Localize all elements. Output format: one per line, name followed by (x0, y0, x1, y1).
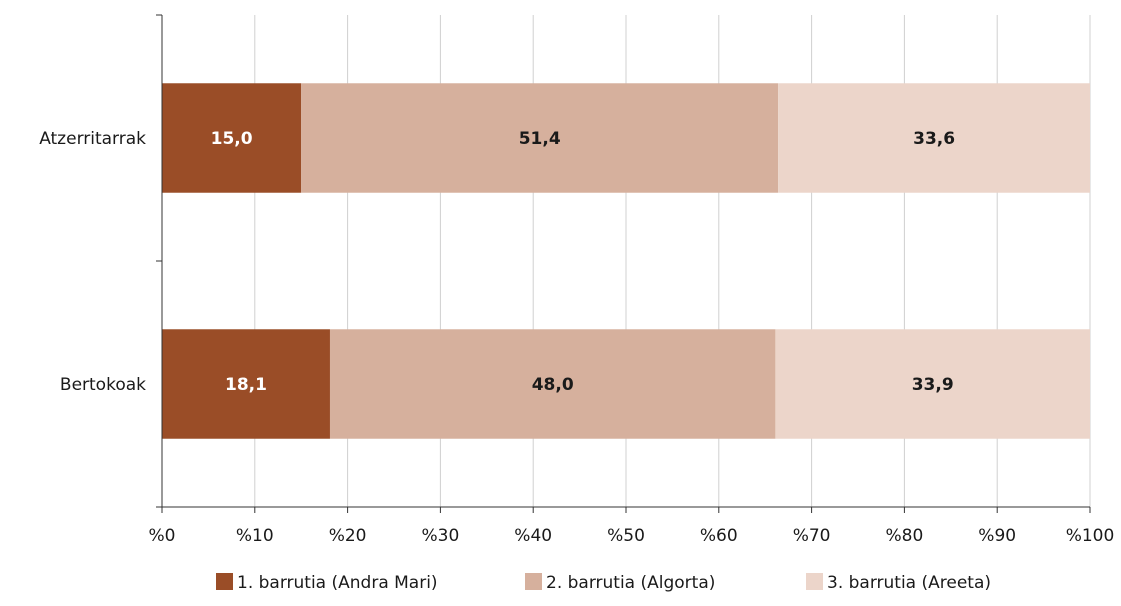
bar-segment (162, 329, 330, 439)
x-tick-label: %30 (422, 526, 460, 546)
legend-swatch (216, 573, 233, 590)
category-labels: Atzerritarrak Bertokoak (39, 129, 146, 395)
x-tick-label: %70 (793, 526, 831, 546)
bar-segment (329, 329, 776, 439)
data-label: 15,0 (211, 129, 253, 149)
category-label: Bertokoak (60, 375, 146, 395)
category-label: Atzerritarrak (39, 129, 146, 149)
bar-segments (162, 83, 1090, 439)
bar-segment (778, 83, 1090, 193)
x-tick-label: %60 (700, 526, 738, 546)
x-tick-label: %40 (514, 526, 552, 546)
legend-label: 2. barrutia (Algorta) (546, 573, 715, 593)
legend-label: 1. barrutia (Andra Mari) (237, 573, 438, 593)
axes (156, 14, 1091, 513)
x-tick-label: %0 (149, 526, 176, 546)
x-tick-label: %100 (1066, 526, 1115, 546)
data-label: 33,6 (913, 129, 955, 149)
x-tick-label: %90 (978, 526, 1016, 546)
data-label: 18,1 (225, 375, 267, 395)
legend-label: 3. barrutia (Areeta) (827, 573, 991, 593)
legend: 1. barrutia (Andra Mari) 2. barrutia (Alg… (216, 573, 991, 593)
data-label: 51,4 (519, 129, 561, 149)
bar-segment (301, 83, 779, 193)
legend-swatch (806, 573, 823, 590)
bar-segment (775, 329, 1090, 439)
x-axis-tick-labels: %0 %10 %20 %30 %40 %50 %60 %70 %80 %90 %100 (149, 526, 1115, 546)
data-label: 33,9 (912, 375, 954, 395)
legend-swatch (525, 573, 542, 590)
x-tick-label: %50 (607, 526, 645, 546)
x-tick-label: %20 (329, 526, 367, 546)
data-labels: 15,0 51,4 33,6 18,1 48,0 33,9 (211, 129, 955, 395)
data-label: 48,0 (532, 375, 574, 395)
x-tick-label: %10 (236, 526, 274, 546)
x-tick-label: %80 (886, 526, 924, 546)
bar-segment (162, 83, 302, 193)
